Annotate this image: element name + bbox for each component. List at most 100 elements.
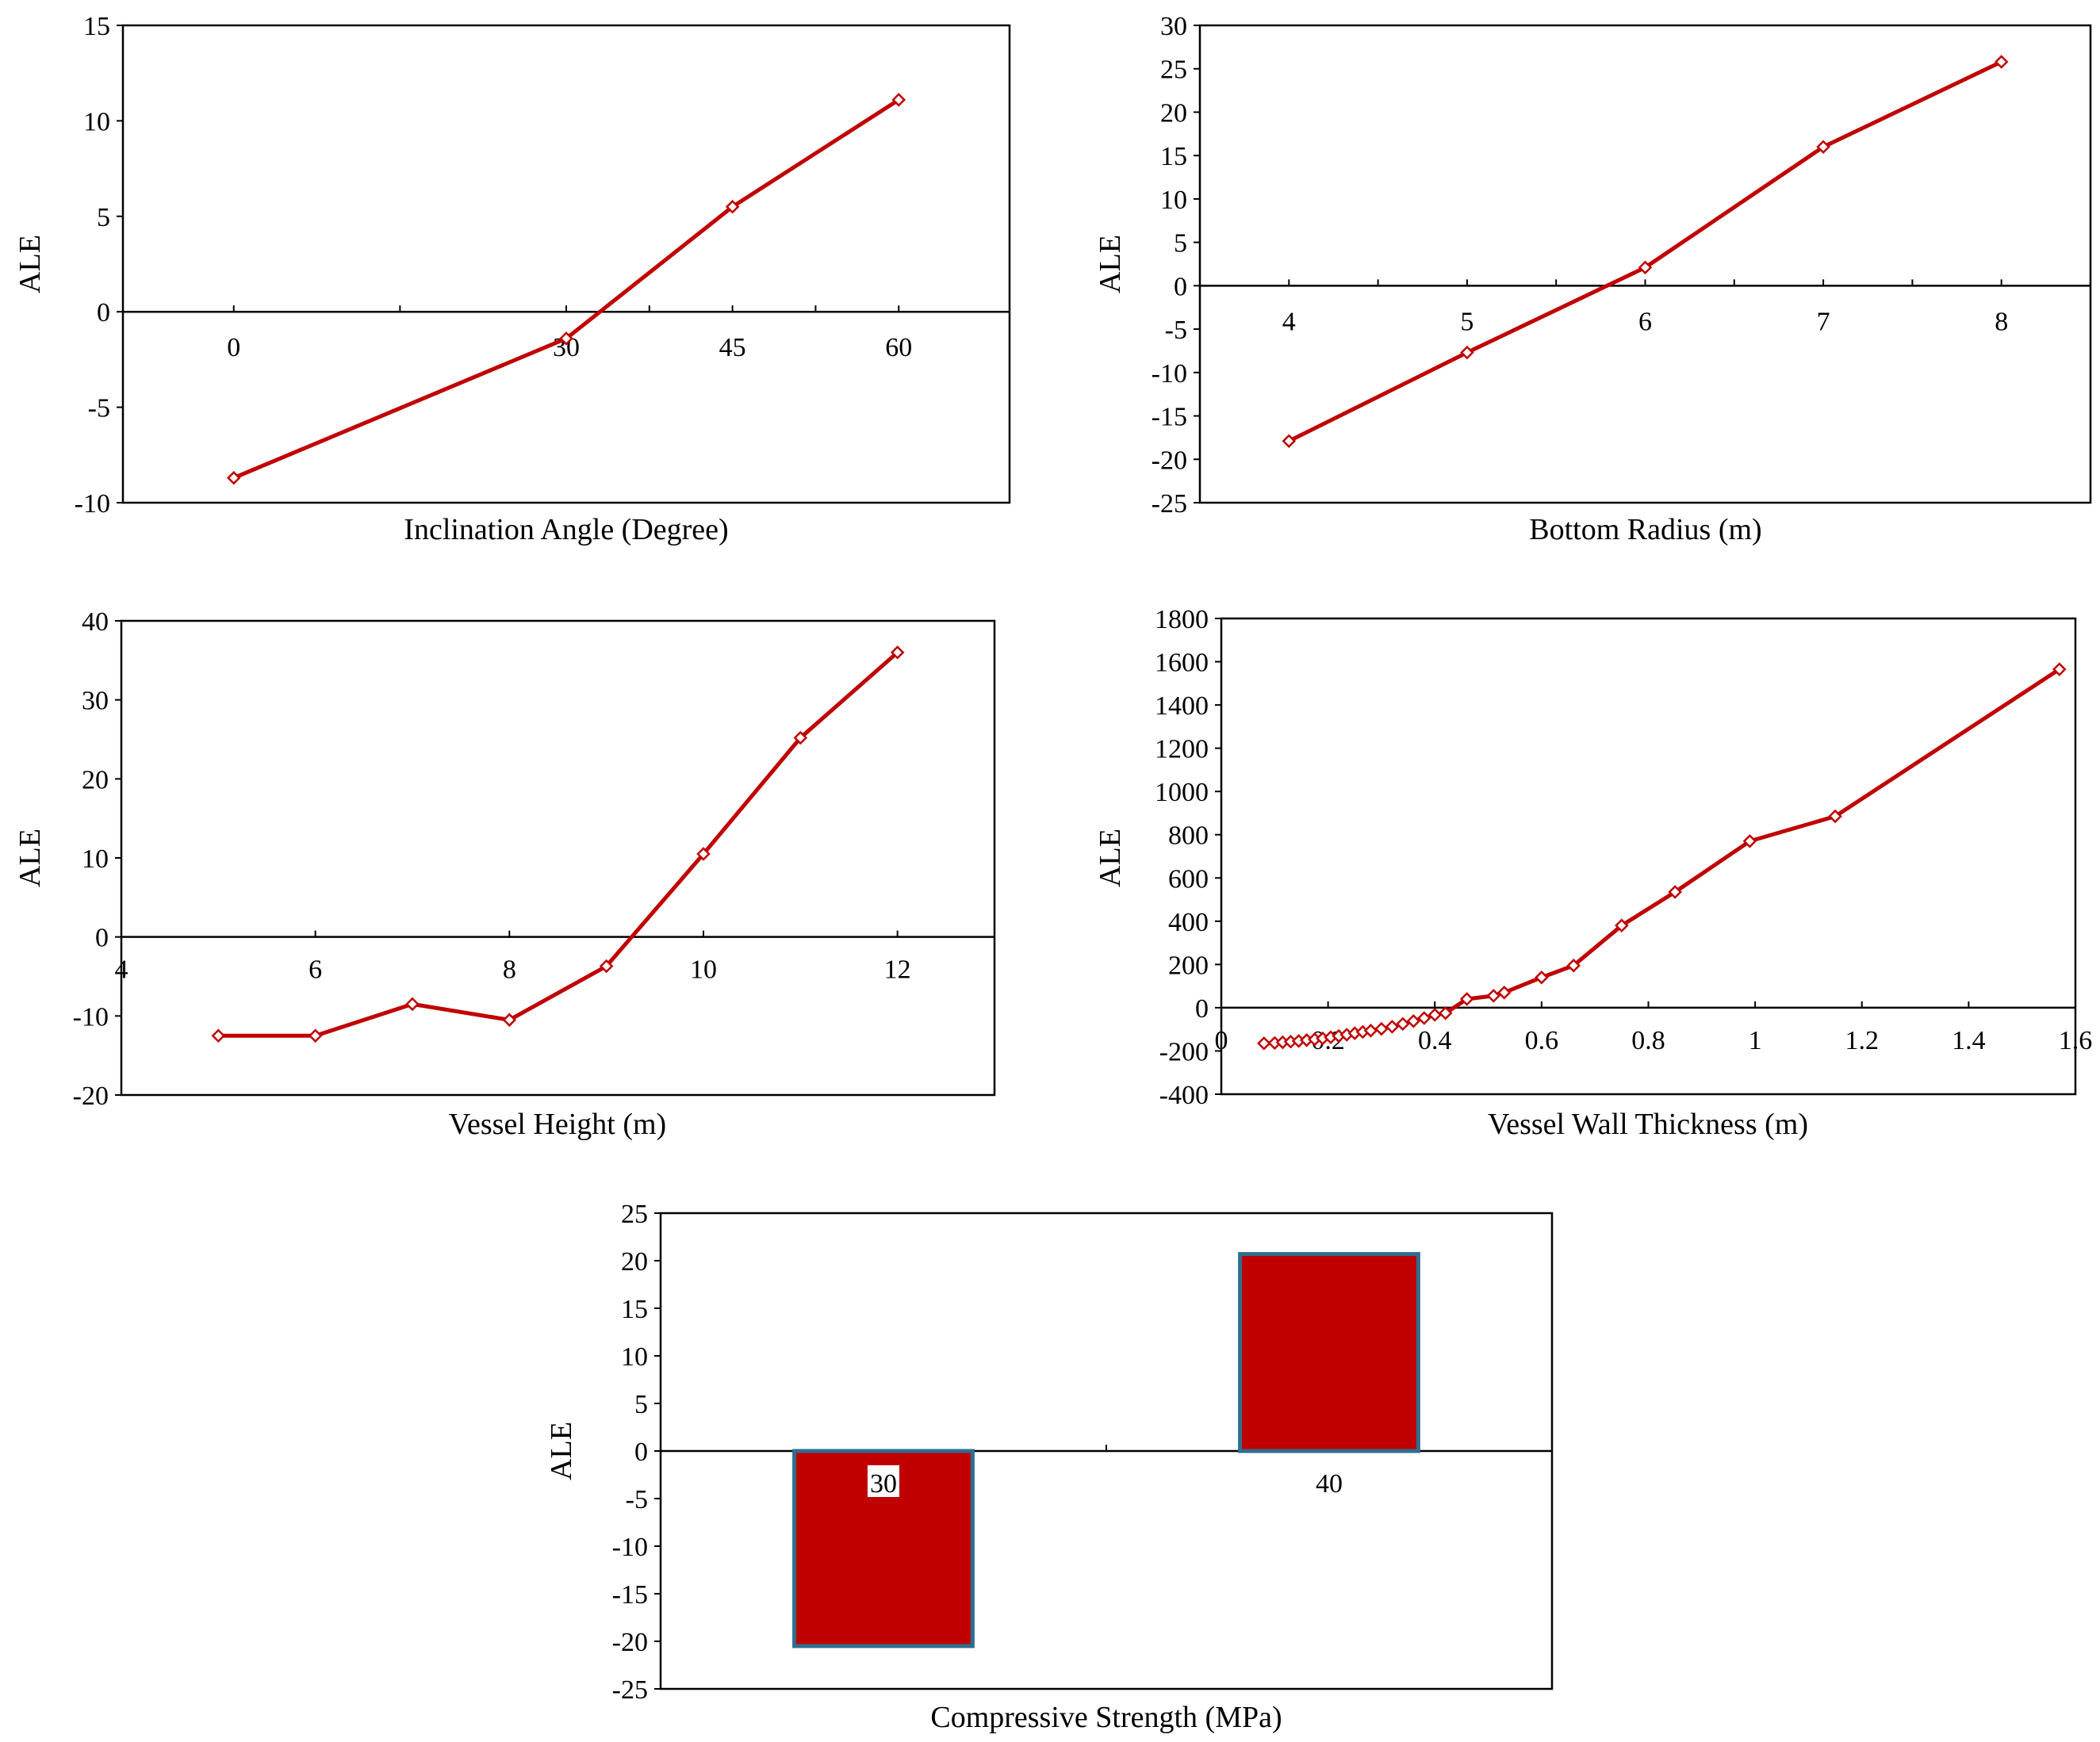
data-point <box>2052 662 2067 676</box>
plot-frame <box>120 619 996 1097</box>
y-tick-label: 1000 <box>1155 778 1209 807</box>
panel-bottom-radius: -25 -20 -15 -10 -5 0 5 10 15 20 25 30 4 5 6 7 8 Bottom R… <box>1094 12 2092 546</box>
series-line <box>218 650 899 1038</box>
x-axis-title: Bottom Radius (m) <box>1529 513 1761 546</box>
y-tick-label: -10 <box>612 1533 648 1562</box>
y-tick-label: -15 <box>612 1580 648 1610</box>
x-tick-label: 0.8 <box>1631 1026 1665 1055</box>
data-point <box>1742 834 1757 848</box>
y-tick-label: 15 <box>621 1295 648 1324</box>
y-tick-label: 5 <box>1174 229 1187 258</box>
plot-frame <box>121 24 1011 504</box>
y-tick-label: -5 <box>626 1485 648 1514</box>
data-point <box>1535 970 1549 985</box>
x-tick-label: 0 <box>227 333 240 362</box>
y-tick-label: 20 <box>1160 98 1187 128</box>
data-point <box>226 470 241 485</box>
x-tick-label: 0.4 <box>1418 1026 1452 1055</box>
x-tick-label: 7 <box>1817 307 1830 336</box>
y-tick-label: 0 <box>97 298 110 327</box>
data-point <box>1816 140 1830 155</box>
panel-vessel-height: -20 -10 0 10 20 30 40 4 6 8 10 12 Vessel Height (m)… <box>13 607 996 1141</box>
data-point <box>405 997 420 1012</box>
y-tick-label: 1200 <box>1155 735 1209 764</box>
y-tick-label: -25 <box>612 1675 648 1705</box>
x-axis-title: Compressive Strength (MPa) <box>930 1701 1282 1734</box>
y-tick-label: 25 <box>1160 56 1187 85</box>
data-point <box>211 1028 226 1043</box>
x-tick-label: 12 <box>884 955 911 985</box>
y-tick-label: -200 <box>1159 1037 1209 1066</box>
x-tick-label: 10 <box>690 955 717 985</box>
data-point <box>1668 885 1682 899</box>
plot-frame <box>1198 24 2092 504</box>
data-point <box>1460 345 1474 360</box>
x-tick-label: 0.6 <box>1525 1026 1559 1055</box>
series-line <box>1263 668 2061 1046</box>
x-tick-label: 4 <box>1282 307 1296 336</box>
data-point <box>1406 1014 1421 1028</box>
x-tick-label: 5 <box>1460 307 1473 336</box>
y-tick-label: 25 <box>621 1200 648 1229</box>
x-tick-label: 60 <box>885 333 912 362</box>
x-tick-label: 1.6 <box>2059 1026 2093 1055</box>
y-tick-label: 5 <box>97 203 110 232</box>
y-tick-label: 30 <box>82 687 109 716</box>
data-point <box>502 1013 517 1028</box>
y-tick-label: -10 <box>73 1002 109 1032</box>
data-point <box>1374 1021 1389 1036</box>
y-tick-label: -25 <box>1152 489 1187 519</box>
x-axis-title: Vessel Wall Thickness (m) <box>1488 1108 1808 1141</box>
data-point <box>1282 434 1297 449</box>
y-tick-label: 0 <box>1195 994 1209 1024</box>
data-point <box>1486 989 1501 1003</box>
y-tick-label: 0 <box>634 1438 648 1467</box>
data-point <box>1438 1005 1453 1020</box>
y-tick-label: 10 <box>1160 186 1187 215</box>
x-tick-label: 1 <box>1749 1026 1762 1055</box>
panel-compressive-strength: -25 -20 -15 -10 -5 0 5 10 15 20 25 30 40 Compressive… <box>545 1200 1554 1734</box>
x-tick-label-bg <box>868 1465 899 1497</box>
x-tick-label: 40 <box>1316 1469 1343 1499</box>
panel-vessel-wall-thickness: -400-20002004006008001000120014001600180… <box>1094 605 2092 1141</box>
data-point <box>1638 260 1653 275</box>
x-tick-label: 6 <box>308 955 322 985</box>
y-tick-label: -5 <box>88 394 110 423</box>
x-tick-label: 4 <box>115 955 128 985</box>
data-point <box>308 1028 323 1043</box>
x-tick-label: 8 <box>1995 307 2008 336</box>
y-tick-label: 1400 <box>1155 691 1209 721</box>
y-tick-label: 1600 <box>1155 649 1209 678</box>
y-tick-label: -20 <box>73 1082 109 1111</box>
y-tick-label: 5 <box>634 1390 648 1419</box>
y-tick-label: 0 <box>1174 272 1187 301</box>
x-axis-title: Vessel Height (m) <box>449 1108 666 1141</box>
y-tick-label: -10 <box>75 489 110 519</box>
data-point <box>1566 958 1581 973</box>
y-tick-label: -5 <box>1165 316 1187 345</box>
x-tick-label: 8 <box>503 955 516 985</box>
y-axis-title: ALE <box>1094 829 1127 887</box>
x-tick-label: 1.2 <box>1845 1026 1880 1055</box>
data-point <box>1427 1008 1443 1022</box>
x-tick-label: 6 <box>1638 307 1652 336</box>
x-tick-label: 45 <box>719 333 746 362</box>
data-point <box>696 847 711 861</box>
data-point <box>1385 1020 1400 1034</box>
y-tick-label: 10 <box>621 1342 648 1372</box>
data-point <box>1828 809 1842 824</box>
data-point <box>1615 918 1629 933</box>
x-tick-label: 0 <box>1215 1026 1228 1055</box>
y-tick-label: 30 <box>1160 12 1187 41</box>
series-line <box>232 98 900 480</box>
y-tick-label: 20 <box>82 765 109 794</box>
y-tick-label: 15 <box>1160 142 1187 171</box>
y-tick-label: -400 <box>1159 1081 1209 1110</box>
data-point <box>1459 992 1474 1006</box>
y-axis-title: ALE <box>13 829 47 887</box>
data-point <box>599 959 614 974</box>
x-tick-label: 1.4 <box>1952 1026 1986 1055</box>
y-tick-label: -20 <box>1152 446 1187 475</box>
x-tick-label: 30 <box>870 1469 897 1499</box>
